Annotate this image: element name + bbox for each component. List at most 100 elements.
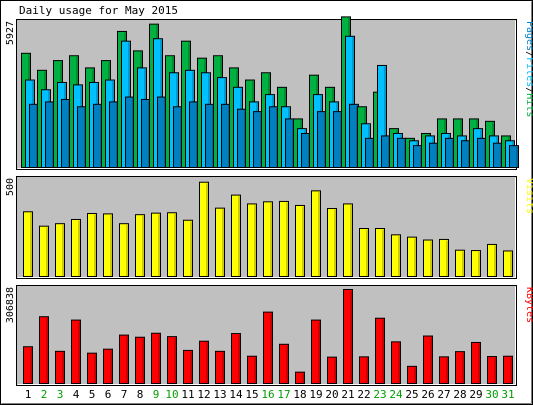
bar-visits-day-6 [103, 213, 113, 278]
bar-visits-day-30 [487, 243, 497, 278]
day-label-15: 15 [245, 388, 258, 401]
bar-visits-day-21 [343, 203, 353, 277]
bar-visits-day-26 [423, 239, 433, 278]
day-label-30: 30 [485, 388, 498, 401]
day-label-13: 13 [213, 388, 226, 401]
bar-kbytes-day-14 [231, 333, 241, 384]
legend-item-files: Files [524, 57, 533, 87]
bar-visits-day-1 [23, 211, 33, 278]
bar-visits-day-5 [87, 213, 97, 278]
bar-kbytes-day-2 [39, 316, 49, 384]
bar-kbytes-day-26 [423, 335, 433, 384]
bar-kbytes-day-20 [327, 356, 337, 384]
bar-kbytes-day-11 [183, 349, 193, 384]
panel-visits-legend: Visits [524, 178, 533, 214]
chart-title: Daily usage for May 2015 [19, 4, 178, 17]
bar-kbytes-day-24 [391, 341, 401, 385]
bar-kbytes-day-1 [23, 346, 33, 384]
bar-visits-day-4 [71, 218, 81, 277]
day-label-8: 8 [137, 388, 144, 401]
bar-kbytes-day-15 [247, 355, 257, 385]
day-label-11: 11 [181, 388, 194, 401]
legend-separator: / [524, 87, 533, 93]
bar-visits-day-7 [119, 223, 129, 277]
bar-visits-day-25 [407, 236, 417, 277]
day-label-20: 20 [325, 388, 338, 401]
bar-visits-day-13 [215, 207, 225, 277]
bar-visits-day-23 [375, 228, 385, 277]
bar-visits-day-19 [311, 190, 321, 277]
day-label-17: 17 [277, 388, 290, 401]
panel-kbytes-ymax-label: 306838 [5, 287, 16, 323]
day-label-22: 22 [357, 388, 370, 401]
panel-traffic-ymax-label: 5927 [5, 21, 16, 45]
bar-kbytes-day-28 [455, 351, 465, 384]
legend-separator: / [524, 51, 533, 57]
bar-visits-day-24 [391, 234, 401, 277]
bar-visits-day-22 [359, 228, 369, 277]
day-label-5: 5 [89, 388, 96, 401]
bar-kbytes-day-7 [119, 334, 129, 385]
bar-kbytes-day-22 [359, 356, 369, 385]
bar-visits-day-29 [471, 250, 481, 278]
bar-kbytes-day-23 [375, 317, 385, 384]
bar-pages-day-31 [509, 145, 519, 168]
bar-kbytes-day-4 [71, 319, 81, 384]
bar-kbytes-day-27 [439, 356, 449, 385]
panel-visits-ymax-label: 500 [5, 178, 16, 196]
legend-item-kbytes: KBytes [524, 287, 533, 323]
bar-kbytes-day-25 [407, 365, 417, 384]
bar-visits-day-10 [167, 212, 177, 277]
bar-kbytes-day-16 [263, 311, 273, 384]
day-label-2: 2 [41, 388, 48, 401]
bar-visits-day-16 [263, 201, 273, 277]
panel-kbytes-legend: KBytes [524, 287, 533, 323]
bar-visits-day-8 [135, 214, 145, 277]
day-label-27: 27 [437, 388, 450, 401]
day-label-21: 21 [341, 388, 354, 401]
bar-kbytes-day-19 [311, 319, 321, 384]
day-label-1: 1 [25, 388, 32, 401]
bar-kbytes-day-17 [279, 343, 289, 385]
bar-visits-day-18 [295, 204, 305, 278]
bar-kbytes-day-6 [103, 348, 113, 384]
day-label-9: 9 [153, 388, 160, 401]
bar-kbytes-day-30 [487, 356, 497, 384]
day-label-23: 23 [373, 388, 386, 401]
day-label-4: 4 [73, 388, 80, 401]
day-label-10: 10 [165, 388, 178, 401]
day-label-19: 19 [309, 388, 322, 401]
day-label-12: 12 [197, 388, 210, 401]
bar-kbytes-day-12 [199, 340, 209, 385]
day-label-25: 25 [405, 388, 418, 401]
bar-kbytes-day-31 [503, 355, 513, 385]
day-label-6: 6 [105, 388, 112, 401]
day-label-26: 26 [421, 388, 434, 401]
bar-kbytes-day-29 [471, 341, 481, 385]
panel-traffic-legend: Pages/Files/Hits [524, 21, 533, 117]
bar-kbytes-day-9 [151, 332, 161, 385]
day-label-14: 14 [229, 388, 243, 401]
bar-kbytes-day-21 [343, 289, 353, 384]
bar-visits-day-14 [231, 194, 241, 277]
day-label-3: 3 [57, 388, 64, 401]
day-label-29: 29 [469, 388, 482, 401]
bar-kbytes-day-18 [295, 371, 305, 385]
bar-visits-day-2 [39, 225, 49, 277]
legend-item-pages: Pages [524, 21, 533, 51]
bar-kbytes-day-13 [215, 350, 225, 385]
bar-visits-day-9 [151, 212, 161, 277]
bar-kbytes-day-3 [55, 350, 65, 385]
bar-visits-day-3 [55, 223, 65, 277]
bar-kbytes-day-5 [87, 352, 97, 385]
bar-visits-day-28 [455, 249, 465, 277]
bar-visits-day-27 [439, 238, 449, 277]
legend-item-visits: Visits [524, 178, 533, 214]
day-label-7: 7 [121, 388, 128, 401]
bar-visits-day-11 [183, 219, 193, 278]
bar-kbytes-day-8 [135, 336, 145, 384]
bar-visits-day-17 [279, 200, 289, 277]
day-label-16: 16 [261, 388, 274, 401]
day-label-31: 31 [501, 388, 514, 401]
